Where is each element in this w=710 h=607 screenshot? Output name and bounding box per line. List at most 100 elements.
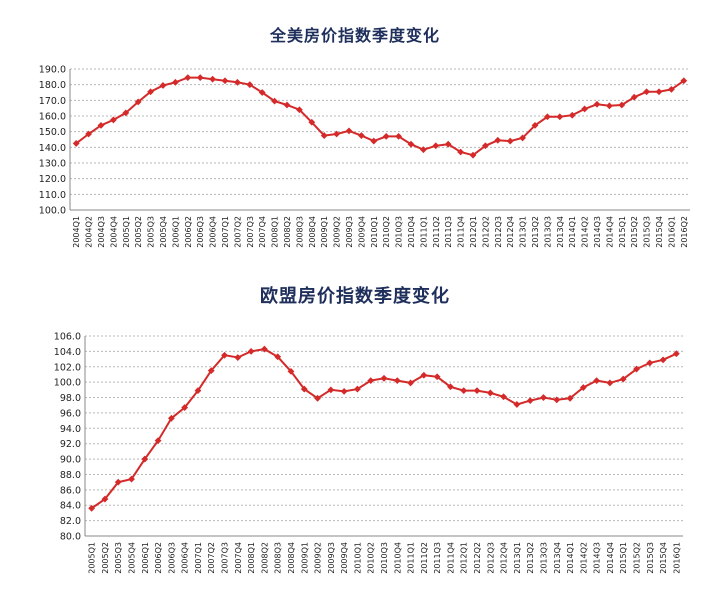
us-data-point (358, 132, 365, 139)
us-data-point (147, 88, 154, 96)
us-data-point (668, 85, 675, 93)
us-y-tick-label: 120.0 (39, 174, 66, 185)
us-data-point (407, 140, 415, 148)
us-data-point (172, 78, 179, 86)
eu-data-point (247, 347, 255, 355)
eu-x-tick-label: 2013Q1 (513, 542, 522, 574)
eu-x-tick-label: 2008Q2 (260, 542, 269, 574)
us-x-tick-label: 2013Q1 (519, 216, 528, 248)
eu-data-point (447, 383, 454, 391)
eu-x-tick-label: 2014Q2 (579, 542, 588, 574)
us-data-point (444, 140, 452, 148)
eu-data-point (287, 367, 295, 375)
us-x-tick-label: 2010Q1 (370, 216, 379, 248)
us-x-tick-label: 2009Q3 (345, 216, 354, 248)
us-data-point (432, 142, 440, 150)
us-data-point (221, 77, 229, 85)
eu-y-tick-label: 84.0 (60, 501, 81, 512)
us-y-tick-label: 190.0 (39, 65, 66, 76)
eu-data-point (420, 371, 428, 379)
eu-data-point (88, 504, 96, 512)
eu-x-tick-label: 2008Q3 (274, 542, 283, 574)
eu-data-point (340, 387, 348, 395)
us-x-tick-label: 2008Q4 (308, 216, 317, 248)
us-x-tick-label: 2008Q1 (271, 216, 280, 248)
eu-x-tick-label: 2008Q4 (287, 542, 296, 574)
eu-x-tick-label: 2011Q4 (446, 542, 455, 574)
us-x-tick-label: 2012Q4 (506, 216, 515, 248)
eu-x-tick-label: 2008Q1 (247, 542, 256, 574)
us-data-point (457, 148, 464, 156)
us-x-tick-label: 2007Q1 (221, 216, 230, 248)
us-x-tick-label: 2014Q1 (568, 216, 577, 248)
chart-title-eu: 欧盟房价指数季度变化 (260, 286, 450, 307)
us-data-point (122, 109, 130, 117)
us-x-tick-label: 2005Q4 (159, 216, 168, 248)
us-data-point (209, 75, 216, 83)
us-y-tick-label: 150.0 (39, 127, 66, 138)
us-data-point (184, 74, 192, 82)
us-data-point (531, 122, 539, 129)
us-data-point (283, 101, 291, 109)
eu-x-tick-label: 2010Q4 (393, 542, 402, 574)
eu-data-point (367, 377, 375, 385)
eu-x-tick-label: 2006Q2 (154, 542, 163, 574)
us-x-tick-label: 2009Q2 (333, 216, 342, 248)
us-x-tick-label: 2012Q3 (494, 216, 503, 248)
eu-y-tick-label: 80.0 (60, 532, 81, 543)
us-y-tick-label: 130.0 (39, 159, 66, 170)
eu-data-point (579, 384, 587, 391)
us-data-point (308, 118, 316, 126)
eu-x-tick-label: 2016Q1 (672, 542, 681, 574)
eu-data-point (154, 437, 162, 445)
eu-x-tick-label: 2015Q4 (659, 542, 668, 574)
eu-data-point (300, 385, 308, 393)
eu-data-point (500, 393, 507, 401)
us-data-point (420, 146, 427, 154)
eu-y-tick-label: 104.0 (54, 347, 81, 358)
eu-x-tick-label: 2012Q4 (500, 542, 509, 574)
us-data-point (258, 89, 266, 96)
us-data-point (382, 132, 390, 140)
eu-x-tick-label: 2014Q4 (606, 542, 615, 574)
eu-x-tick-label: 2014Q3 (593, 542, 602, 574)
chart-title-us: 全美房价指数季度变化 (269, 26, 440, 45)
us-data-point (271, 97, 278, 105)
eu-data-point (181, 404, 189, 411)
eu-y-tick-label: 88.0 (60, 470, 81, 481)
eu-y-tick-label: 96.0 (60, 408, 81, 419)
us-x-tick-label: 2015Q4 (655, 216, 664, 248)
us-x-tick-label: 2004Q2 (85, 216, 94, 248)
us-x-tick-label: 2007Q2 (233, 216, 242, 248)
us-data-point (655, 88, 663, 96)
eu-data-point (433, 373, 441, 381)
eu-data-point (619, 375, 627, 383)
us-x-tick-label: 2005Q3 (147, 216, 156, 248)
us-x-tick-label: 2008Q3 (295, 216, 304, 248)
us-y-tick-label: 160.0 (39, 112, 66, 123)
us-x-tick-label: 2015Q3 (643, 216, 652, 248)
eu-data-point (526, 397, 534, 405)
us-x-tick-label: 2011Q1 (419, 216, 428, 248)
eu-x-tick-label: 2010Q1 (353, 542, 362, 574)
eu-data-point (593, 377, 601, 385)
eu-data-point (194, 387, 202, 395)
us-x-tick-label: 2016Q2 (680, 216, 689, 248)
us-x-tick-label: 2011Q4 (457, 216, 466, 248)
eu-data-point (672, 350, 680, 358)
us-x-tick-label: 2012Q1 (469, 216, 478, 248)
us-data-point (345, 127, 353, 135)
eu-x-tick-label: 2015Q3 (646, 542, 655, 574)
us-x-tick-label: 2004Q4 (109, 216, 118, 248)
us-x-tick-label: 2013Q3 (543, 216, 552, 248)
us-data-point (296, 106, 303, 114)
us-x-tick-label: 2007Q4 (258, 216, 267, 248)
eu-x-tick-label: 2015Q2 (632, 542, 641, 574)
us-y-tick-label: 170.0 (39, 96, 66, 107)
us-data-point (110, 116, 117, 124)
eu-x-tick-label: 2007Q2 (207, 542, 216, 574)
eu-data-point (659, 356, 667, 364)
eu-x-tick-label: 2014Q1 (566, 542, 575, 574)
us-x-tick-label: 2010Q3 (395, 216, 404, 248)
us-data-point (234, 78, 241, 86)
